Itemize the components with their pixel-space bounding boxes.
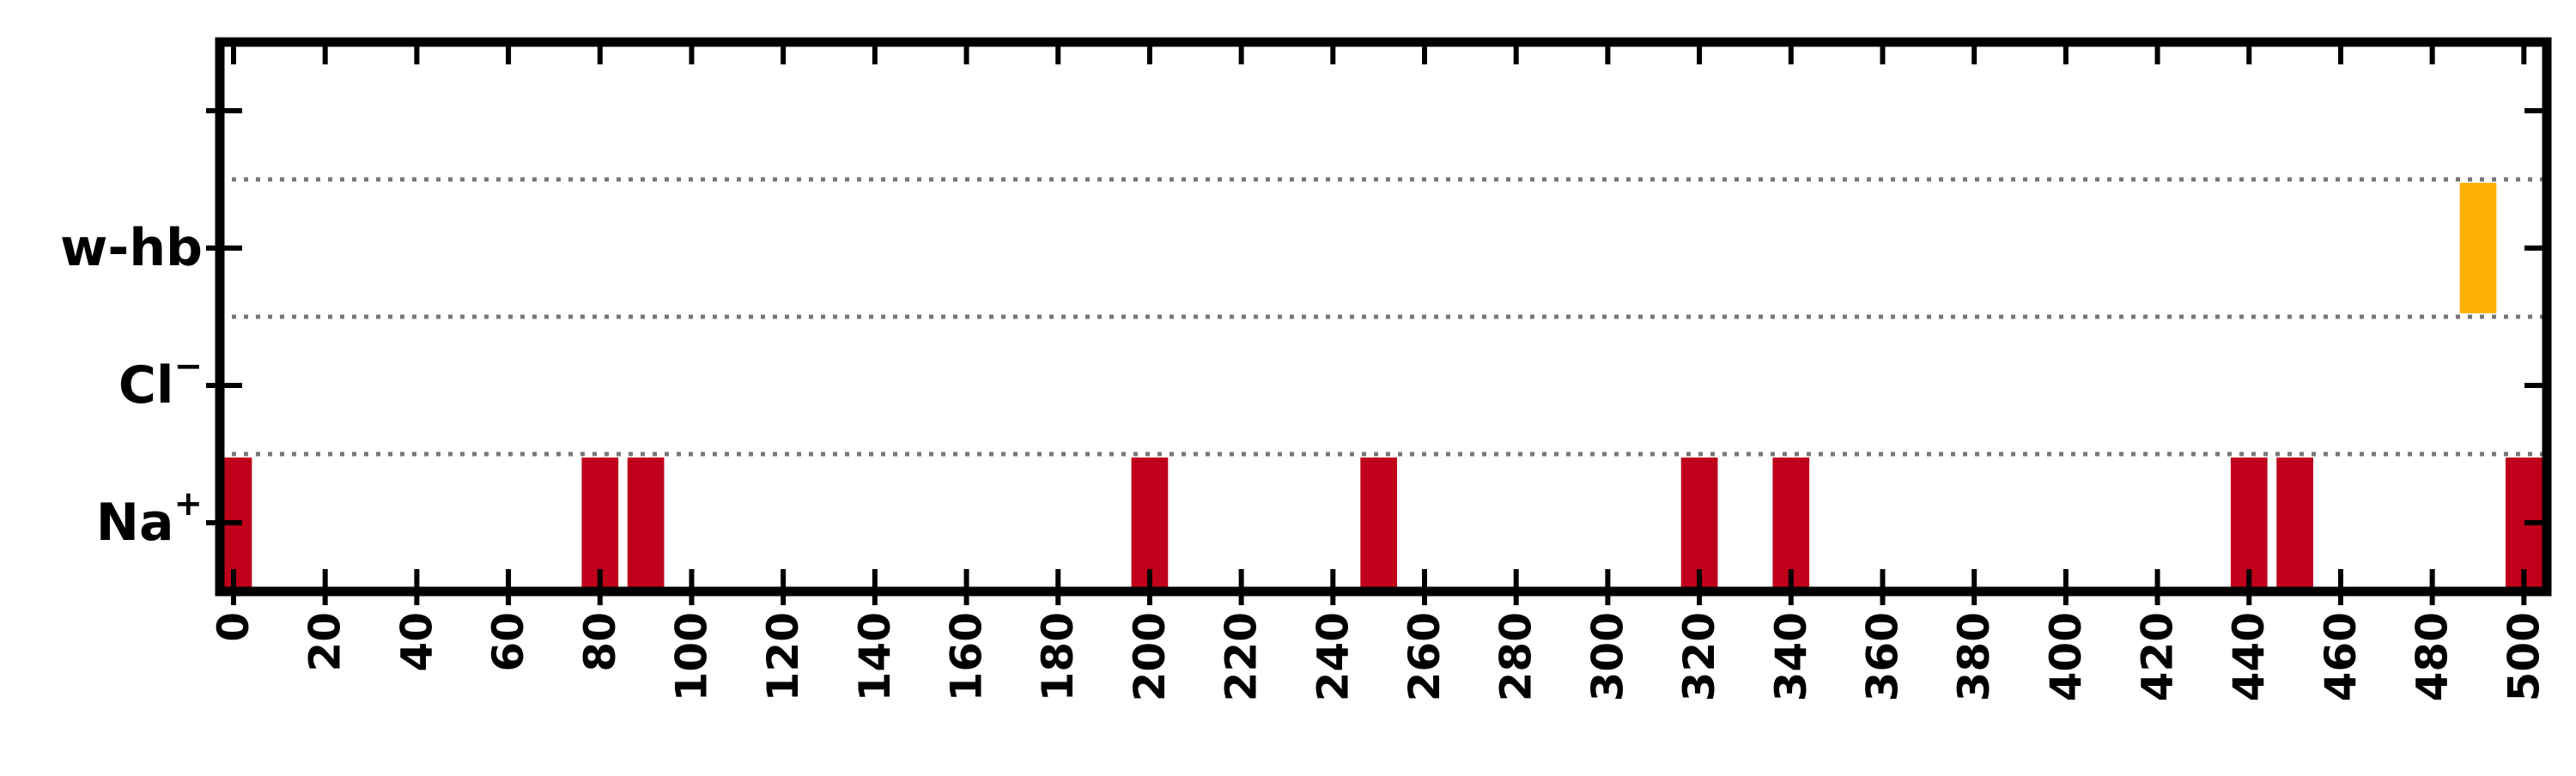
y-tick-label: w-hb xyxy=(60,218,203,278)
x-tick-label: 200 xyxy=(1125,612,1175,701)
x-tick-label: 20 xyxy=(301,612,350,672)
x-tick-label: 140 xyxy=(850,612,900,701)
x-tick-label: 40 xyxy=(392,612,441,672)
x-tick-label: 340 xyxy=(1766,612,1816,701)
x-tick-label: 180 xyxy=(1033,612,1083,701)
event-bars xyxy=(220,183,2543,591)
x-tick-label: 400 xyxy=(2041,612,2091,701)
y-label-main: Na xyxy=(96,493,174,553)
x-tick-label: 420 xyxy=(2133,612,2183,701)
x-tick-label: 460 xyxy=(2316,612,2366,701)
x-tick-label: 240 xyxy=(1308,612,1358,701)
x-axis-tick-labels: 0 20 40 60 80 100 120 140 160 180 200 220 240 260 280 3… xyxy=(209,612,2549,701)
x-tick-label: 480 xyxy=(2408,612,2458,701)
x-tick-label: 360 xyxy=(1857,612,1907,701)
y-axis-tick-labels: Na+ Cl− w-hb xyxy=(60,218,203,553)
x-tick-label: 280 xyxy=(1492,612,1541,701)
plot-frame xyxy=(215,37,2552,597)
x-tick-label: 260 xyxy=(1400,612,1449,701)
x-tick-label: 0 xyxy=(209,612,258,642)
y-label-main: Cl xyxy=(118,355,174,415)
x-tick-label: 60 xyxy=(483,612,533,672)
x-tick-label: 160 xyxy=(942,612,992,701)
x-tick-label: 100 xyxy=(666,612,716,701)
x-tick-label: 300 xyxy=(1583,612,1632,701)
x-tick-label: 440 xyxy=(2224,612,2274,701)
x-tick-label: 80 xyxy=(575,612,625,672)
x-tick-label: 380 xyxy=(1949,612,1999,701)
x-tick-label: 220 xyxy=(1217,612,1267,701)
event-bar xyxy=(2276,458,2313,591)
event-bar xyxy=(2459,183,2497,313)
row-separators xyxy=(220,177,2547,457)
x-tick-label: 320 xyxy=(1674,612,1724,701)
y-label-superscript: − xyxy=(173,347,203,386)
x-tick-label: 500 xyxy=(2499,612,2549,701)
event-bar xyxy=(1360,458,1398,591)
y-tick-label: Cl− xyxy=(118,347,203,415)
event-bar xyxy=(627,458,665,591)
y-tick-label: Na+ xyxy=(96,484,203,553)
x-tick-label: 120 xyxy=(758,612,808,701)
y-label-main: w-hb xyxy=(60,218,203,278)
y-label-superscript: + xyxy=(173,484,203,524)
